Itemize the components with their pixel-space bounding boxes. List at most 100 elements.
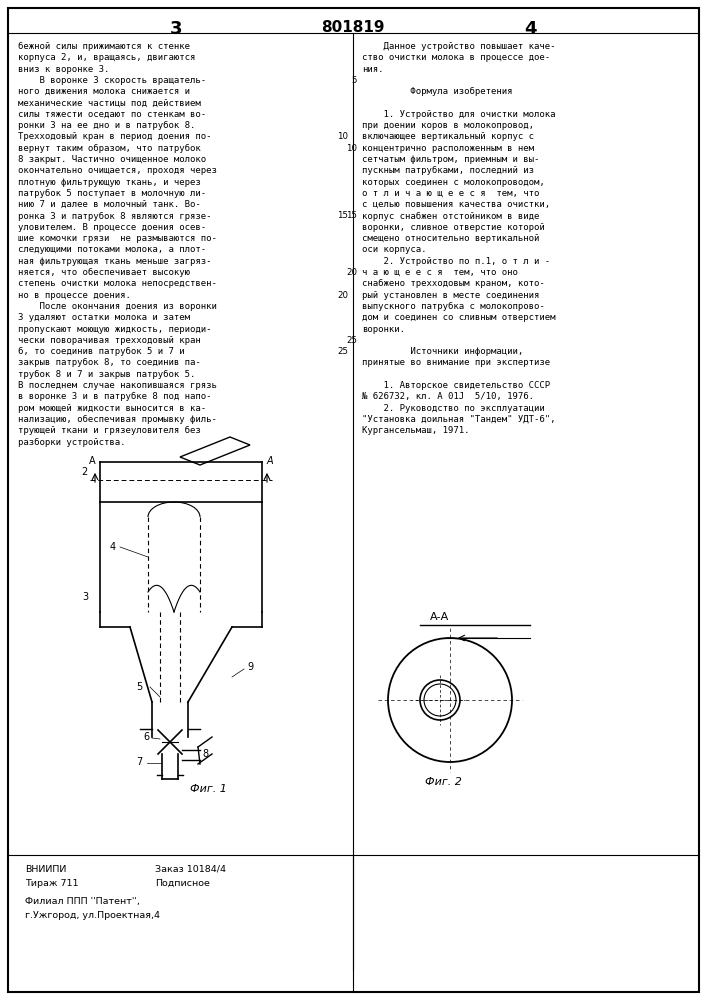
Text: 2: 2: [82, 467, 88, 477]
Text: 15: 15: [346, 212, 357, 221]
Text: пропускают моющую жидкость, периоди-: пропускают моющую жидкость, периоди-: [18, 324, 211, 334]
Text: следующими потоками молока, а плот-: следующими потоками молока, а плот-: [18, 245, 206, 254]
Text: 3: 3: [82, 592, 88, 602]
Text: Фиг. 1: Фиг. 1: [190, 784, 227, 794]
Text: ство очистки молока в процессе дое-: ство очистки молока в процессе дое-: [362, 53, 550, 62]
Circle shape: [420, 680, 460, 720]
Text: включающее вертикальный корпус с: включающее вертикальный корпус с: [362, 132, 534, 141]
Text: ная фильтрующая ткань меньше загряз-: ная фильтрующая ткань меньше загряз-: [18, 257, 211, 266]
Text: г.Ужгород, ул.Проектная,4: г.Ужгород, ул.Проектная,4: [25, 911, 160, 920]
Text: A: A: [267, 456, 274, 466]
Text: шие комочки грязи  не размываются по-: шие комочки грязи не размываются по-: [18, 234, 217, 243]
Text: 8 закрыт. Частично очищенное молоко: 8 закрыт. Частично очищенное молоко: [18, 155, 206, 164]
Text: оси корпуса.: оси корпуса.: [362, 245, 426, 254]
Text: 10: 10: [337, 132, 348, 141]
Text: уловителем. В процессе доения осев-: уловителем. В процессе доения осев-: [18, 223, 206, 232]
Text: трубок 8 и 7 и закрыв патрубок 5.: трубок 8 и 7 и закрыв патрубок 5.: [18, 370, 195, 379]
Text: 6: 6: [144, 732, 150, 742]
Circle shape: [424, 684, 456, 716]
Text: дом и соединен со сливным отверстием: дом и соединен со сливным отверстием: [362, 313, 556, 322]
Text: вниз к воронке 3.: вниз к воронке 3.: [18, 65, 110, 74]
Text: 8: 8: [202, 749, 208, 759]
Text: Источники информации,: Источники информации,: [362, 347, 523, 356]
Text: ром моющей жидкости выносится в ка-: ром моющей жидкости выносится в ка-: [18, 404, 206, 413]
Text: ронки 3 на ее дно и в патрубок 8.: ронки 3 на ее дно и в патрубок 8.: [18, 121, 195, 130]
Text: пускным патрубками, последний из: пускным патрубками, последний из: [362, 166, 534, 175]
Text: концентрично расположенным в нем: концентрично расположенным в нем: [362, 144, 534, 153]
Text: 15: 15: [337, 212, 348, 221]
Text: 801819: 801819: [321, 20, 385, 35]
Text: В последнем случае накопившаяся грязь: В последнем случае накопившаяся грязь: [18, 381, 217, 390]
Text: Тираж 711: Тираж 711: [25, 879, 78, 888]
Text: корпус снабжен отстойником в виде: корпус снабжен отстойником в виде: [362, 212, 539, 221]
Text: В воронке 3 скорость вращатель-: В воронке 3 скорость вращатель-: [18, 76, 206, 85]
Text: о т л и ч а ю щ е е с я  тем, что: о т л и ч а ю щ е е с я тем, что: [362, 189, 539, 198]
Text: 2. Устройство по п.1, о т л и -: 2. Устройство по п.1, о т л и -: [362, 257, 550, 266]
Text: воронки.: воронки.: [362, 324, 405, 334]
Text: Кургансельмаш, 1971.: Кургансельмаш, 1971.: [362, 426, 469, 435]
Text: патрубок 5 поступает в молочную ли-: патрубок 5 поступает в молочную ли-: [18, 189, 206, 198]
Text: разборки устройства.: разборки устройства.: [18, 438, 126, 447]
Text: вернут таким образом, что патрубок: вернут таким образом, что патрубок: [18, 144, 201, 153]
Text: смещено относительно вертикальной: смещено относительно вертикальной: [362, 234, 539, 243]
Text: при доении коров в молокопровод,: при доении коров в молокопровод,: [362, 121, 534, 130]
Text: снабжено трехходовым краном, кото-: снабжено трехходовым краном, кото-: [362, 279, 545, 288]
Text: корпуса 2, и, вращаясь, двигаются: корпуса 2, и, вращаясь, двигаются: [18, 53, 195, 62]
Text: в воронке 3 и в патрубке 8 под напо-: в воронке 3 и в патрубке 8 под напо-: [18, 392, 211, 401]
Text: 4: 4: [110, 542, 116, 552]
Text: трующей ткани и грязеуловителя без: трующей ткани и грязеуловителя без: [18, 426, 201, 435]
Text: Филиал ППП ''Патент'',: Филиал ППП ''Патент'',: [25, 897, 140, 906]
Text: ч а ю щ е е с я  тем, что оно: ч а ю щ е е с я тем, что оно: [362, 268, 518, 277]
Text: нализацию, обеспечивая промывку филь-: нализацию, обеспечивая промывку филь-: [18, 415, 217, 424]
Text: 9: 9: [247, 662, 253, 672]
Text: няется, что обеспечивает высокую: няется, что обеспечивает высокую: [18, 268, 190, 277]
Text: 1. Устройство для очистки молока: 1. Устройство для очистки молока: [362, 110, 556, 119]
Text: 10: 10: [346, 144, 357, 153]
Text: Формула изобретения: Формула изобретения: [362, 87, 513, 96]
Text: ния.: ния.: [362, 65, 383, 74]
Text: 3: 3: [170, 20, 182, 38]
Text: Подписное: Подписное: [155, 879, 210, 888]
Text: 25: 25: [346, 336, 357, 345]
Text: плотную фильтрующую ткань, и через: плотную фильтрующую ткань, и через: [18, 178, 201, 187]
Text: № 626732, кл. А 01J  5/10, 1976.: № 626732, кл. А 01J 5/10, 1976.: [362, 392, 534, 401]
Text: Фиг. 2: Фиг. 2: [425, 777, 462, 787]
Text: После окончания доения из воронки: После окончания доения из воронки: [18, 302, 217, 311]
Text: окончательно очищается, проходя через: окончательно очищается, проходя через: [18, 166, 217, 175]
Text: с целью повышения качества очистки,: с целью повышения качества очистки,: [362, 200, 550, 209]
Text: 7: 7: [136, 757, 142, 767]
Text: ного движения молока снижается и: ного движения молока снижается и: [18, 87, 190, 96]
Text: А-А: А-А: [430, 612, 449, 622]
Text: 25: 25: [337, 347, 348, 356]
Polygon shape: [180, 437, 250, 465]
Text: Заказ 10184/4: Заказ 10184/4: [155, 865, 226, 874]
Text: 5: 5: [136, 682, 142, 692]
Text: но в процессе доения.: но в процессе доения.: [18, 291, 131, 300]
Text: чески поворачивая трехходовый кран: чески поворачивая трехходовый кран: [18, 336, 201, 345]
Text: Трехходовый кран в период доения по-: Трехходовый кран в период доения по-: [18, 132, 211, 141]
Text: механические частицы под действием: механические частицы под действием: [18, 99, 201, 107]
Text: 6, то соединив патрубок 5 и 7 и: 6, то соединив патрубок 5 и 7 и: [18, 347, 185, 356]
Text: 3 удаляют остатки молока и затем: 3 удаляют остатки молока и затем: [18, 313, 190, 322]
Circle shape: [388, 638, 512, 762]
Text: которых соединен с молокопроводом,: которых соединен с молокопроводом,: [362, 178, 545, 187]
Text: силы тяжести оседают по стенкам во-: силы тяжести оседают по стенкам во-: [18, 110, 206, 119]
Text: нию 7 и далее в молочный танк. Во-: нию 7 и далее в молочный танк. Во-: [18, 200, 201, 209]
Text: "Установка доильная "Тандем" УДТ-6",: "Установка доильная "Тандем" УДТ-6",: [362, 415, 556, 424]
Text: сетчатым фильтром, приемным и вы-: сетчатым фильтром, приемным и вы-: [362, 155, 539, 164]
Text: A: A: [88, 456, 95, 466]
Text: 20: 20: [337, 291, 348, 300]
Text: 2. Руководство по эксплуатации: 2. Руководство по эксплуатации: [362, 404, 545, 413]
Text: принятые во внимание при экспертизе: принятые во внимание при экспертизе: [362, 358, 550, 367]
Text: степень очистки молока непосредствен-: степень очистки молока непосредствен-: [18, 279, 217, 288]
Text: 1. Авторское свидетельство СССР: 1. Авторское свидетельство СССР: [362, 381, 550, 390]
Text: бежной силы прижимаются к стенке: бежной силы прижимаются к стенке: [18, 42, 190, 51]
Text: 4: 4: [524, 20, 536, 38]
Text: ронка 3 и патрубок 8 являются грязе-: ронка 3 и патрубок 8 являются грязе-: [18, 212, 211, 221]
Text: закрыв патрубок 8, то соединив па-: закрыв патрубок 8, то соединив па-: [18, 358, 201, 367]
Text: 20: 20: [346, 268, 357, 277]
Text: ВНИИПИ: ВНИИПИ: [25, 865, 66, 874]
Text: рый установлен в месте соединения: рый установлен в месте соединения: [362, 291, 539, 300]
Text: 5: 5: [351, 76, 357, 85]
Text: воронки, сливное отверстие которой: воронки, сливное отверстие которой: [362, 223, 545, 232]
